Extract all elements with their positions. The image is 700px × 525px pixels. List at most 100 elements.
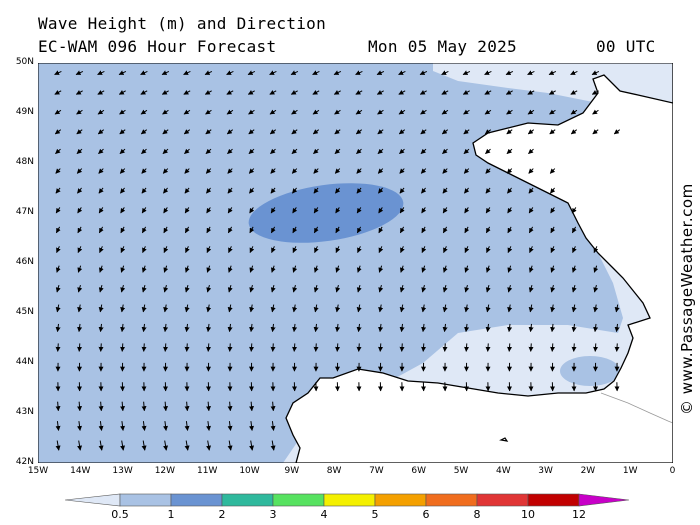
wave-arrow — [249, 284, 255, 293]
wave-arrow — [335, 343, 341, 352]
wave-arrow — [270, 401, 276, 412]
wave-arrow — [378, 207, 384, 214]
wave-arrow — [141, 421, 147, 431]
wave-arrow — [356, 148, 362, 155]
wave-arrow — [549, 168, 556, 174]
legend-label: 12 — [572, 508, 586, 521]
wave-arrow — [120, 343, 126, 352]
wave-arrow — [162, 168, 169, 174]
wave-arrow — [120, 246, 126, 253]
lon-label: 12W — [154, 466, 176, 476]
wave-arrow — [378, 187, 384, 194]
wave-arrow — [550, 265, 556, 273]
wave-arrow — [98, 187, 104, 194]
wave-arrow — [312, 89, 320, 95]
wave-arrow — [571, 323, 577, 333]
wave-arrow — [163, 265, 169, 273]
wave-arrow — [120, 265, 126, 273]
wave-arrow — [527, 89, 535, 95]
wave-arrow — [141, 207, 147, 214]
wave-arrow — [442, 323, 448, 333]
wave-arrow — [442, 284, 448, 293]
wave-arrow — [550, 207, 556, 214]
wave-arrow — [248, 148, 255, 155]
wave-arrow — [313, 304, 319, 313]
wave-arrow — [506, 129, 513, 135]
wave-arrow — [270, 168, 276, 174]
lat-label: 47N — [15, 207, 34, 217]
wave-arrow — [484, 89, 492, 95]
wave-arrow — [527, 70, 535, 76]
wave-arrow — [270, 207, 276, 214]
wave-arrow — [54, 89, 62, 95]
wave-arrow — [227, 148, 233, 155]
lat-label: 42N — [15, 457, 34, 467]
wave-arrow — [205, 148, 212, 155]
wave-arrow — [507, 284, 513, 293]
wave-arrow — [290, 70, 299, 76]
wave-arrow — [226, 89, 234, 95]
wave-arrow — [183, 70, 191, 76]
wave-arrow — [270, 440, 276, 451]
wave-arrow — [528, 304, 534, 313]
wave-arrow — [141, 187, 147, 194]
wave-arrow — [55, 168, 61, 174]
wave-arrow — [184, 168, 190, 174]
wave-arrow — [571, 284, 577, 293]
wave-arrow — [185, 246, 190, 253]
wave-arrow — [528, 343, 534, 352]
wave-arrow — [97, 129, 105, 135]
wave-arrow — [593, 323, 599, 333]
wave-arrow — [441, 109, 449, 115]
wave-arrow — [226, 70, 234, 76]
wave-arrow — [378, 343, 384, 352]
wave-arrow — [485, 207, 491, 214]
wave-arrow — [441, 129, 449, 135]
wave-arrow — [141, 284, 147, 293]
wave-arrow — [141, 304, 147, 313]
wave-arrow — [335, 304, 341, 313]
wave-arrow — [614, 323, 620, 333]
wave-arrow — [355, 70, 363, 76]
wave-arrow — [421, 323, 427, 333]
wave-arrow — [356, 187, 362, 194]
wave-arrow — [249, 207, 255, 214]
wave-arrow — [75, 89, 83, 95]
wave-arrow — [228, 246, 233, 253]
wave-arrow — [206, 284, 212, 293]
wave-arrow — [76, 168, 83, 174]
wave-arrow — [291, 129, 298, 135]
wave-arrow — [593, 265, 599, 273]
wave-arrow — [206, 401, 211, 412]
wave-arrow — [528, 284, 534, 293]
wave-arrow — [527, 109, 535, 115]
legend-swatch — [221, 493, 274, 507]
wave-arrow — [572, 246, 577, 253]
wave-arrow — [77, 304, 83, 313]
wave-arrow — [118, 70, 127, 76]
wave-arrow — [77, 187, 83, 194]
wave-arrow — [570, 109, 578, 115]
legend-label: 8 — [473, 508, 481, 521]
wave-arrow — [97, 109, 105, 115]
wave-arrow — [398, 129, 406, 135]
forecast-date: Mon 05 May 2025 — [368, 37, 517, 56]
wave-arrow — [205, 109, 212, 115]
wave-arrow — [206, 265, 212, 273]
forecast-time: 00 UTC — [596, 37, 656, 56]
wave-arrow — [484, 70, 492, 76]
wave-arrow — [313, 323, 319, 333]
wave-arrow — [420, 148, 427, 155]
wave-arrow — [270, 323, 276, 333]
lat-label: 46N — [15, 257, 34, 267]
wave-arrow — [356, 168, 362, 174]
wave-arrow — [377, 109, 384, 115]
wave-arrow — [120, 207, 126, 214]
wave-arrow — [420, 109, 427, 115]
lon-label: 7W — [369, 466, 384, 476]
wave-arrow — [227, 187, 233, 194]
wave-arrow — [55, 323, 61, 333]
wave-direction-arrows — [54, 70, 621, 451]
wave-arrow — [98, 265, 104, 273]
wave-arrow — [443, 246, 448, 253]
